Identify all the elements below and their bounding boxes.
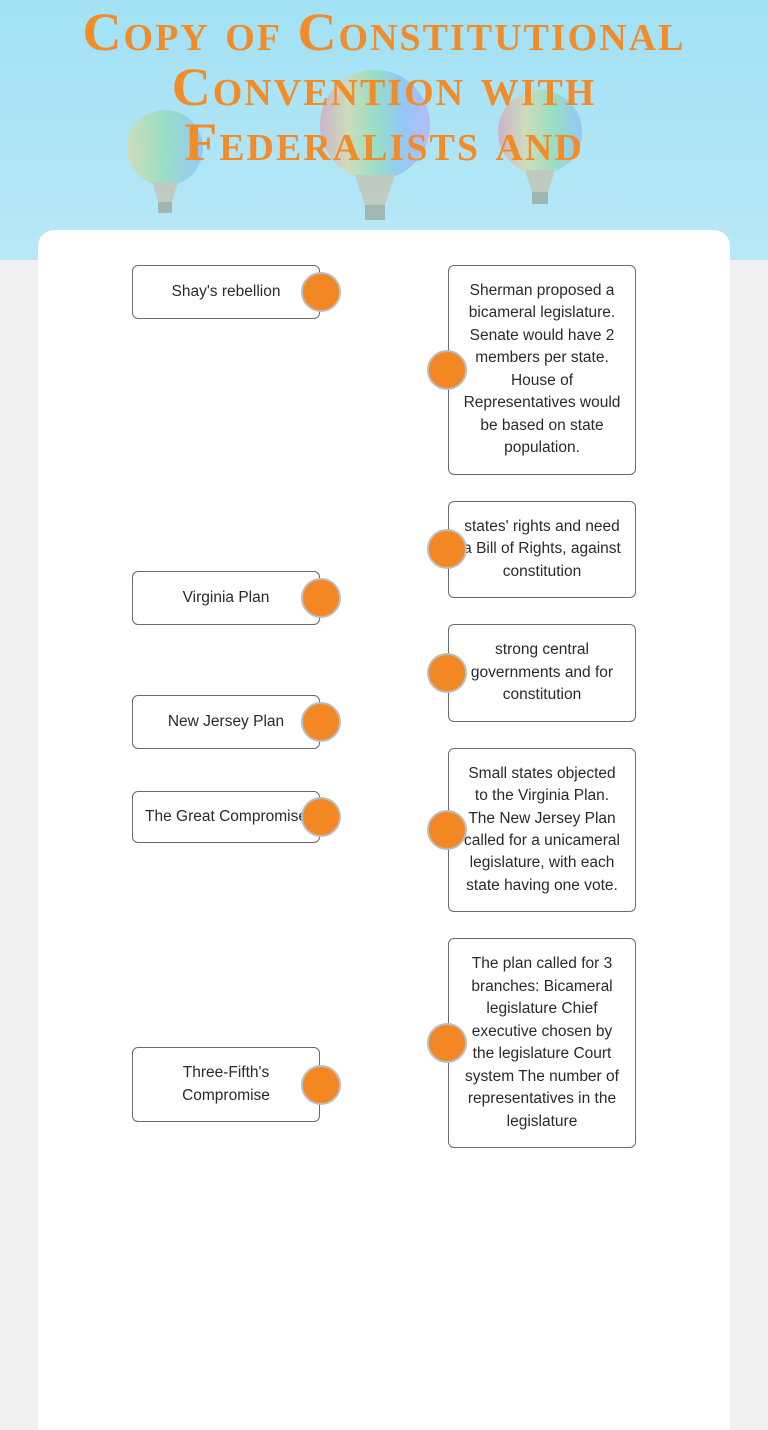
definition-item[interactable]: states' rights and need a Bill of Rights… (448, 501, 636, 598)
connector-dot[interactable] (301, 702, 341, 742)
term-item[interactable]: New Jersey Plan (132, 695, 320, 749)
term-item[interactable]: Three-Fifth's Compromise (132, 1047, 320, 1122)
term-label: New Jersey Plan (168, 711, 284, 733)
term-label: Virginia Plan (183, 587, 270, 609)
terms-column: Shay's rebellion Virginia Plan New Jerse… (132, 265, 320, 1148)
connector-dot[interactable] (427, 350, 467, 390)
connector-dot[interactable] (301, 272, 341, 312)
worksheet-card: Shay's rebellion Virginia Plan New Jerse… (38, 230, 730, 1430)
term-label: Shay's rebellion (172, 281, 281, 303)
definition-label: The plan called for 3 branches: Bicamera… (465, 955, 619, 1129)
page-title: Copy of Constitutional Convention with F… (34, 5, 734, 170)
definition-label: states' rights and need a Bill of Rights… (463, 518, 621, 580)
connector-dot[interactable] (301, 797, 341, 837)
definition-item[interactable]: Small states objected to the Virginia Pl… (448, 748, 636, 913)
definition-label: Small states objected to the Virginia Pl… (464, 765, 620, 894)
definitions-column: Sherman proposed a bicameral legislature… (448, 265, 636, 1148)
definition-item[interactable]: Sherman proposed a bicameral legislature… (448, 265, 636, 475)
term-item[interactable]: Shay's rebellion (132, 265, 320, 319)
connector-dot[interactable] (427, 810, 467, 850)
definition-label: Sherman proposed a bicameral legislature… (464, 282, 621, 456)
connector-dot[interactable] (427, 653, 467, 693)
connector-dot[interactable] (427, 1023, 467, 1063)
definition-item[interactable]: The plan called for 3 branches: Bicamera… (448, 938, 636, 1148)
matching-area: Shay's rebellion Virginia Plan New Jerse… (38, 230, 730, 1183)
term-item[interactable]: Virginia Plan (132, 571, 320, 625)
term-label: Three-Fifth's Compromise (145, 1062, 307, 1107)
term-label: The Great Compromise (145, 806, 307, 828)
definition-label: strong central governments and for const… (471, 641, 613, 703)
connector-dot[interactable] (427, 529, 467, 569)
term-item[interactable]: The Great Compromise (132, 791, 320, 843)
connector-dot[interactable] (301, 1065, 341, 1105)
definition-item[interactable]: strong central governments and for const… (448, 624, 636, 721)
connector-dot[interactable] (301, 578, 341, 618)
